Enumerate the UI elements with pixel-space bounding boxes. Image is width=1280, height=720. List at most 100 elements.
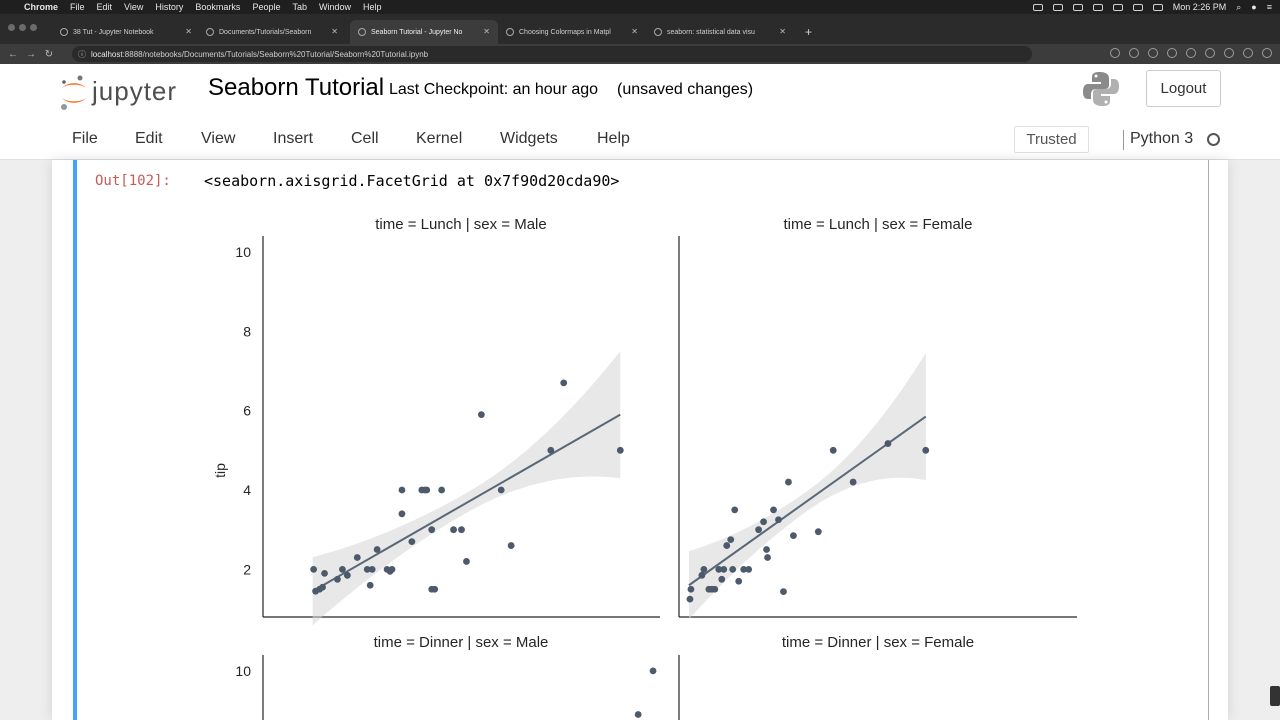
puzzle-icon[interactable] <box>1224 48 1234 58</box>
y-tick-label: 2 <box>243 561 251 577</box>
menu-insert[interactable]: Insert <box>273 130 314 147</box>
scrollbar-thumb[interactable] <box>1270 686 1280 706</box>
menu-list-icon[interactable]: ≡ <box>1266 2 1272 12</box>
status-icon[interactable] <box>1072 3 1083 11</box>
extension-icons <box>1110 48 1272 58</box>
address-bar[interactable]: ⓘ localhost :8888/notebooks/Documents/Tu… <box>72 46 1032 62</box>
tab-label: Seaborn Tutorial - Jupyter No <box>371 28 463 36</box>
python-logo-icon <box>1083 72 1119 106</box>
clock[interactable]: Mon 2:26 PM <box>1172 2 1227 12</box>
jupyter-favicon-icon <box>60 28 68 36</box>
jupyter-logo[interactable]: jupyter <box>58 72 190 112</box>
browser-tab[interactable]: Choosing Colormaps in Matpl ✕ <box>498 20 646 44</box>
menu-help[interactable]: Help <box>597 130 630 147</box>
menu-widgets[interactable]: Widgets <box>500 130 558 147</box>
menu-kernel[interactable]: Kernel <box>416 130 463 147</box>
extension-icon[interactable] <box>1167 48 1177 58</box>
new-tab-icon[interactable]: + <box>805 25 813 39</box>
scatter-point <box>339 565 346 573</box>
scatter-point <box>334 575 341 583</box>
menu-chrome[interactable]: Chrome <box>24 2 59 12</box>
back-icon[interactable]: ← <box>8 48 18 60</box>
scatter-point <box>343 571 351 579</box>
y-tick-label: 10 <box>235 244 251 260</box>
scatter-point <box>723 542 731 549</box>
forward-icon[interactable]: → <box>26 48 36 60</box>
status-icon[interactable] <box>1032 3 1043 11</box>
wifi-icon[interactable] <box>1132 3 1143 11</box>
close-tab-icon[interactable]: ✕ <box>185 27 192 36</box>
output-text[interactable]: <seaborn.axisgrid.FacetGrid at 0x7f90d20… <box>204 172 620 190</box>
extension-icon[interactable] <box>1148 48 1158 58</box>
close-tab-icon[interactable]: ✕ <box>631 27 638 36</box>
confidence-band <box>689 353 926 620</box>
close-tab-icon[interactable]: ✕ <box>483 27 490 36</box>
menu-tab[interactable]: Tab <box>292 2 307 12</box>
jupyter-header: jupyter Seaborn Tutorial Last Checkpoint… <box>0 64 1280 160</box>
facet-title: time = Lunch | sex = Male <box>375 216 546 233</box>
user-icon[interactable]: ● <box>1251 2 1257 12</box>
browser-tab[interactable]: 38 Tut - Jupyter Notebook ✕ <box>52 20 200 44</box>
cell-selected-indicator <box>73 160 77 720</box>
menu-people[interactable]: People <box>252 2 281 12</box>
scatter-point <box>686 595 694 603</box>
unsaved-indicator: (unsaved changes) <box>617 81 754 98</box>
zoom-window-icon[interactable] <box>30 24 37 31</box>
browser-tab[interactable]: Documents/Tutorials/Seaborn ✕ <box>198 20 346 44</box>
menu-file[interactable]: File <box>70 2 85 12</box>
scatter-point <box>729 565 737 573</box>
status-icon[interactable] <box>1092 3 1103 11</box>
menu-edit[interactable]: Edit <box>96 2 113 12</box>
menu-bookmarks[interactable]: Bookmarks <box>195 2 241 12</box>
menu-edit[interactable]: Edit <box>135 130 163 147</box>
scatter-point <box>785 478 792 486</box>
logout-button[interactable]: Logout <box>1146 70 1221 107</box>
search-icon[interactable]: ⌕ <box>1236 1 1242 12</box>
scatter-point <box>547 446 555 454</box>
scatter-point <box>745 565 753 573</box>
scatter-point <box>616 446 624 454</box>
scatter-point <box>770 506 777 514</box>
y-axis-label: tip <box>212 463 228 478</box>
more-vert-icon[interactable] <box>1262 48 1272 58</box>
scatter-point <box>735 577 743 585</box>
menu-window[interactable]: Window <box>318 2 351 12</box>
scatter-point <box>649 667 657 675</box>
scatter-point <box>319 583 326 591</box>
zoom-icon[interactable] <box>1110 48 1120 58</box>
minimize-window-icon[interactable] <box>19 24 26 31</box>
status-icon[interactable] <box>1052 3 1063 11</box>
seaborn-favicon-icon <box>654 28 662 36</box>
menu-file[interactable]: File <box>72 130 98 147</box>
scatter-point <box>310 565 318 573</box>
close-tab-icon[interactable]: ✕ <box>331 27 338 36</box>
y-tick-label: 10 <box>235 663 251 679</box>
notebook-title[interactable]: Seaborn Tutorial <box>208 74 385 101</box>
scatter-point <box>698 571 706 579</box>
browser-tab[interactable]: seaborn: statistical data visu ✕ <box>646 20 794 44</box>
output-cell[interactable] <box>77 160 1209 720</box>
menu-cell[interactable]: Cell <box>351 130 379 147</box>
trusted-indicator[interactable]: Trusted <box>1014 126 1089 153</box>
scatter-point <box>700 565 708 573</box>
bookmark-star-icon[interactable] <box>1129 48 1139 58</box>
profile-icon[interactable] <box>1243 48 1253 58</box>
menu-history[interactable]: History <box>155 2 184 12</box>
info-icon[interactable]: ⓘ <box>78 49 86 59</box>
checkpoint-status: Last Checkpoint: an hour ago <box>389 81 599 98</box>
jupyter-logo-icon <box>61 75 86 110</box>
menu-help[interactable]: Help <box>363 2 382 12</box>
status-icon[interactable] <box>1112 3 1123 11</box>
battery-icon[interactable] <box>1152 3 1163 11</box>
extension-icon[interactable] <box>1186 48 1196 58</box>
tab-label: Documents/Tutorials/Seaborn <box>219 28 312 36</box>
menu-view[interactable]: View <box>124 2 144 12</box>
close-window-icon[interactable] <box>8 24 15 31</box>
browser-tab-active[interactable]: Seaborn Tutorial - Jupyter No ✕ <box>350 20 498 44</box>
scatter-point <box>711 585 719 593</box>
macos-menubar: Chrome File Edit View History Bookmarks … <box>0 0 1280 14</box>
menu-view[interactable]: View <box>201 130 236 147</box>
close-tab-icon[interactable]: ✕ <box>779 27 786 36</box>
extension-icon[interactable] <box>1205 48 1215 58</box>
reload-icon[interactable]: ↻ <box>44 48 54 60</box>
